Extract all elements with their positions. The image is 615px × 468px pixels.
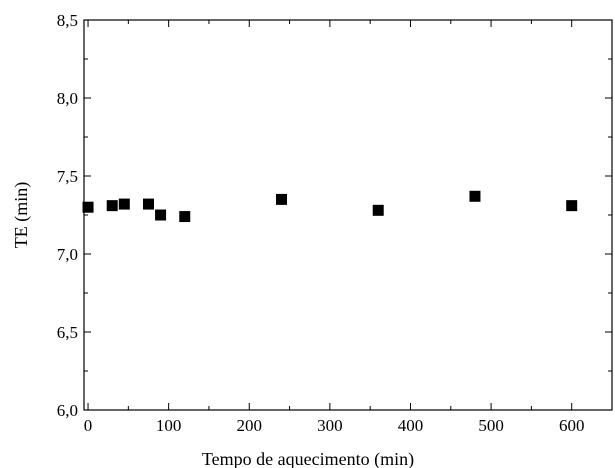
x-tick-label: 0 bbox=[84, 416, 93, 435]
x-tick-label: 300 bbox=[317, 416, 343, 435]
y-tick-label: 7,0 bbox=[57, 245, 78, 264]
x-tick-label: 200 bbox=[237, 416, 263, 435]
data-point bbox=[566, 200, 578, 212]
data-point bbox=[118, 198, 130, 210]
y-axis-title: TE (min) bbox=[11, 182, 32, 248]
data-point bbox=[179, 211, 191, 223]
data-point bbox=[469, 190, 481, 202]
data-point bbox=[275, 193, 287, 205]
y-tick-label: 7,5 bbox=[57, 167, 78, 186]
data-points bbox=[82, 190, 578, 223]
x-tick-label: 500 bbox=[478, 416, 504, 435]
data-point bbox=[106, 200, 118, 212]
y-tick-label: 6,0 bbox=[57, 401, 78, 420]
x-tick-label: 400 bbox=[398, 416, 424, 435]
data-point bbox=[372, 204, 384, 216]
axis-ticks bbox=[84, 19, 613, 411]
data-point bbox=[142, 198, 154, 210]
y-tick-label: 8,5 bbox=[57, 11, 78, 30]
data-point bbox=[82, 201, 94, 213]
y-tick-label: 8,0 bbox=[57, 89, 78, 108]
x-axis-title: Tempo de aquecimento (min) bbox=[202, 449, 414, 468]
axis-tick-labels: 0 100 200 300 400 500 600 6,0 6,5 7,0 7,5 8,0 8,5 bbox=[57, 11, 585, 435]
x-tick-label: 100 bbox=[156, 416, 182, 435]
data-point bbox=[155, 209, 167, 221]
x-tick-label: 600 bbox=[559, 416, 585, 435]
y-tick-label: 6,5 bbox=[57, 323, 78, 342]
